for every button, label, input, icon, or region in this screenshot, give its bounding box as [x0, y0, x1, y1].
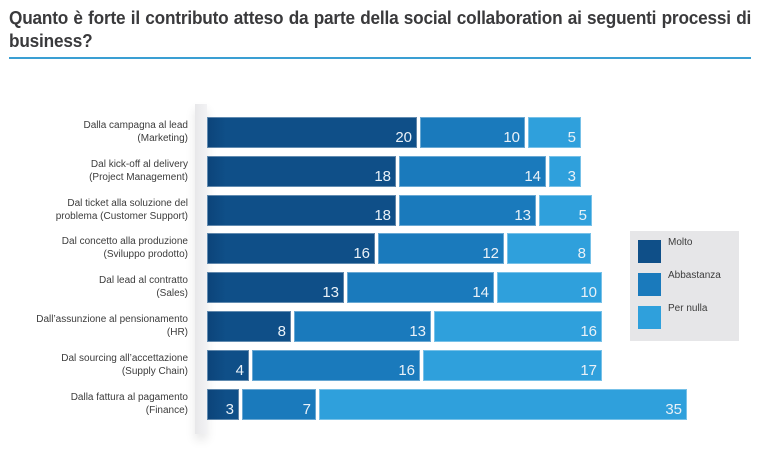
bar-per-nulla: 5	[528, 117, 581, 148]
category-label-subline: (Project Management)	[89, 171, 188, 183]
bar-value-label: 7	[302, 400, 311, 418]
bar-value-label: 13	[514, 206, 531, 224]
category-label-line: Dal ticket alla soluzione del	[67, 197, 188, 209]
category-label-line: Dal concetto alla produzione	[61, 236, 188, 248]
legend-swatch	[638, 273, 661, 296]
bar-per-nulla: 16	[434, 311, 602, 342]
bar-value-label: 10	[503, 129, 520, 146]
category-label-line: Dal lead al contratto	[99, 275, 188, 287]
bar-value-label: 35	[665, 400, 682, 418]
bar-abbastanza: 13	[399, 194, 536, 226]
bar-abbastanza: 14	[399, 155, 546, 187]
category-label: Dal kick-off al delivery (Project Managem…	[0, 158, 188, 184]
category-label-line: Dalla fattura al pagamento	[70, 391, 188, 403]
bar-value-label: 5	[578, 206, 587, 224]
legend-item: Molto	[638, 237, 738, 263]
bar-per-nulla: 17	[423, 349, 602, 381]
bar-molto: 18	[207, 155, 396, 187]
category-label-subline: (HR)	[166, 327, 188, 338]
title-underline	[9, 57, 751, 59]
bar-molto: 20	[207, 117, 417, 148]
bar-value-label: 18	[374, 206, 391, 224]
bar-molto: 4	[207, 349, 249, 381]
bar-abbastanza: 13	[294, 311, 431, 342]
bar-abbastanza: 14	[347, 272, 494, 304]
category-label-subline: (Marketing)	[137, 133, 188, 144]
category-label: Dal concetto alla produzione (Sviluppo pr…	[0, 235, 188, 261]
category-label: Dal sourcing all’accettazione (Supply Cha…	[0, 352, 188, 378]
bar-abbastanza: 7	[242, 388, 316, 420]
category-label-line: Dal kick-off al delivery	[90, 158, 188, 170]
legend: Molto Abbastanza Per nulla	[630, 231, 739, 341]
category-label: Dal lead al contratto (Sales)	[0, 274, 188, 300]
category-label-subline: (Supply Chain)	[121, 365, 188, 377]
legend-label: Per nulla	[668, 303, 708, 314]
legend-swatch	[638, 306, 661, 329]
bar-per-nulla: 8	[507, 233, 591, 265]
bar-value-label: 14	[472, 284, 489, 302]
legend-item: Per nulla	[638, 303, 738, 329]
category-label: Dall’assunzione al pensionamento (HR)	[0, 313, 188, 339]
bar-value-label: 16	[580, 323, 597, 340]
bar-abbastanza: 16	[252, 349, 420, 381]
bar-value-label: 13	[322, 284, 339, 302]
bar-molto: 3	[207, 388, 239, 420]
bar-value-label: 16	[353, 245, 370, 263]
bar-value-label: 16	[398, 361, 415, 379]
axis-panel	[195, 104, 207, 434]
category-label: Dalla fattura al pagamento (Finance)	[0, 391, 188, 417]
bar-value-label: 4	[235, 361, 244, 379]
bar-per-nulla: 10	[497, 272, 602, 304]
bar-value-label: 3	[567, 167, 576, 185]
bar-per-nulla: 3	[549, 155, 581, 187]
bar-value-label: 8	[577, 245, 586, 263]
category-label-subline: (Sviluppo prodotto)	[103, 249, 189, 261]
category-label: Dal ticket alla soluzione del problema (C…	[0, 197, 188, 223]
bar-value-label: 17	[580, 361, 597, 379]
category-label-line: Dall’assunzione al pensionamento	[36, 314, 188, 325]
bar-value-label: 20	[395, 129, 412, 146]
bar-abbastanza: 12	[378, 233, 504, 265]
bar-molto: 16	[207, 233, 375, 265]
legend-swatch	[638, 240, 661, 263]
category-label-subline: (Sales)	[156, 288, 188, 300]
bar-value-label: 8	[277, 323, 286, 340]
bar-per-nulla: 35	[319, 388, 687, 420]
bar-molto: 18	[207, 194, 396, 226]
bar-value-label: 13	[409, 323, 426, 340]
bar-value-label: 14	[524, 167, 541, 185]
bar-value-label: 12	[482, 245, 499, 263]
chart-title: Quanto è forte il contributo atteso da p…	[9, 7, 752, 51]
bar-value-label: 10	[580, 284, 597, 302]
category-label-subline: (Finance)	[145, 404, 188, 416]
category-label-line: Dal sourcing all’accettazione	[61, 352, 188, 364]
bar-molto: 8	[207, 311, 291, 342]
bar-value-label: 18	[374, 167, 391, 185]
bar-abbastanza: 10	[420, 117, 525, 148]
legend-label: Molto	[668, 237, 693, 248]
bar-per-nulla: 5	[539, 194, 592, 226]
category-label-line: Dalla campagna al lead	[83, 120, 188, 131]
category-label: Dalla campagna al lead (Marketing)	[0, 119, 188, 145]
bar-value-label: 5	[567, 129, 576, 146]
bar-molto: 13	[207, 272, 344, 304]
bar-value-label: 3	[225, 400, 234, 418]
category-label-subline: problema (Customer Support)	[55, 210, 188, 222]
legend-label: Abbastanza	[668, 270, 721, 281]
legend-item: Abbastanza	[638, 270, 738, 296]
